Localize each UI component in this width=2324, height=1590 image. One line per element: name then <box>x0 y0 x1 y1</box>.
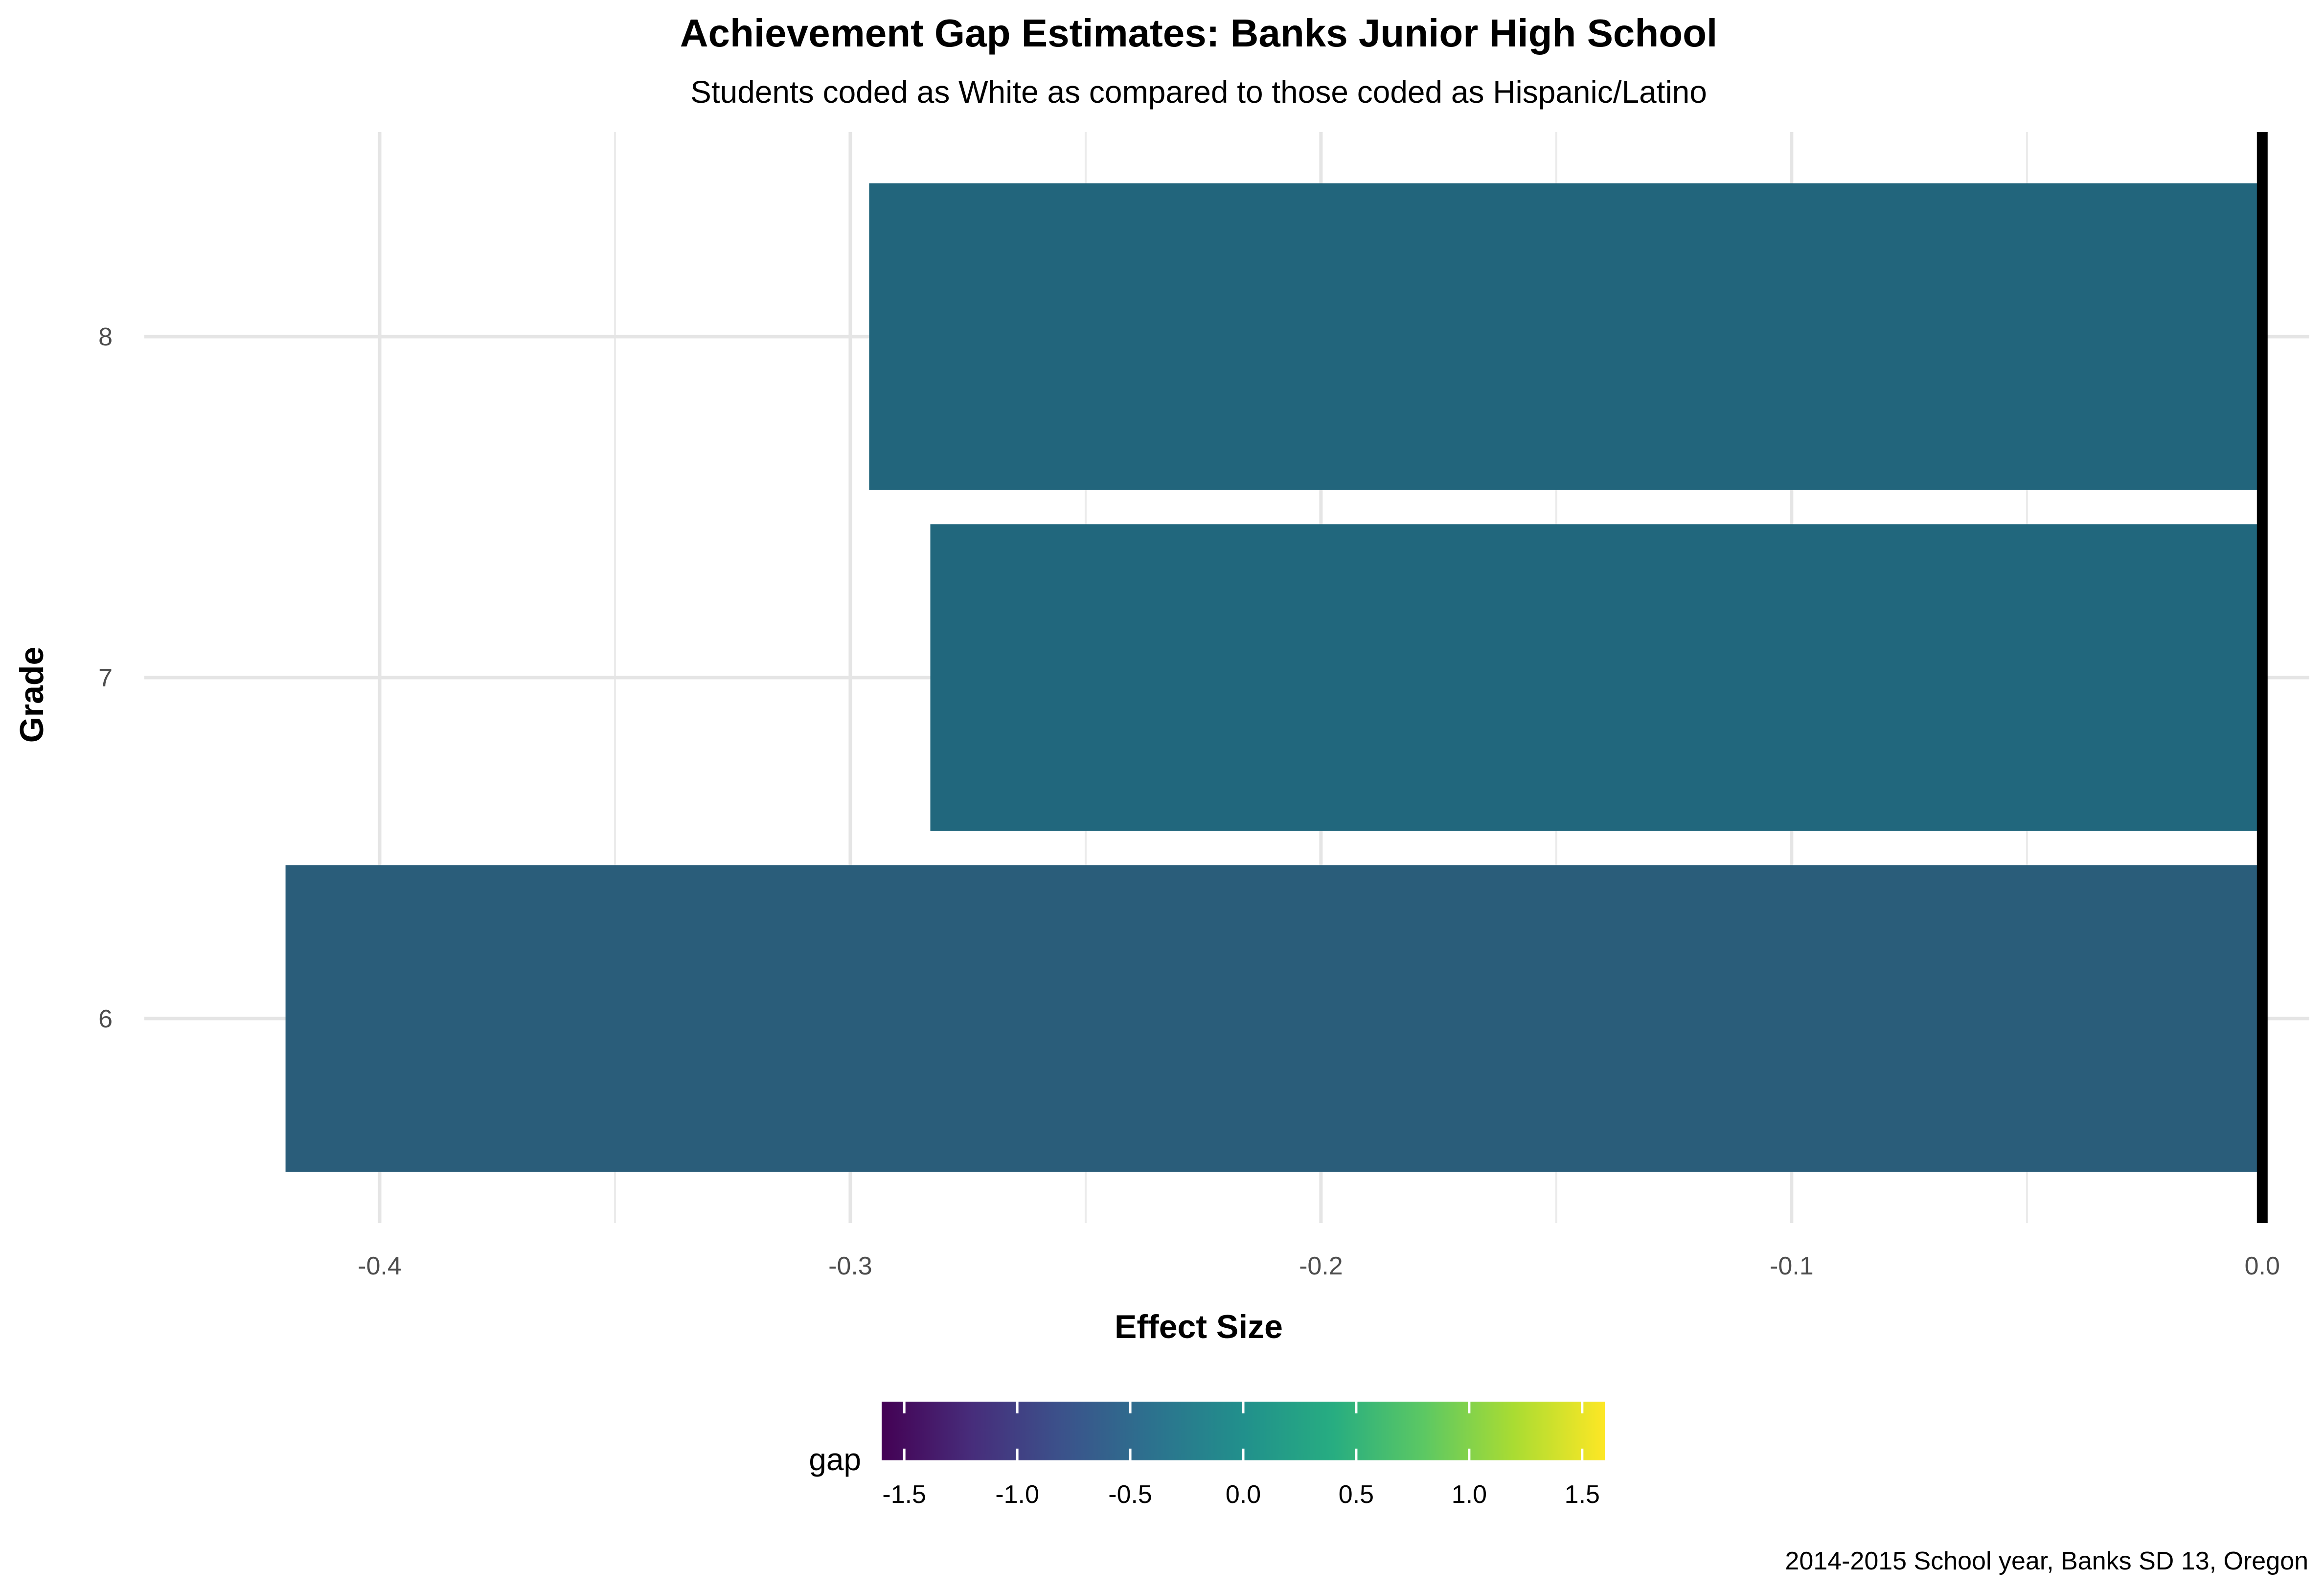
legend-tick-label: 1.5 <box>1565 1480 1600 1509</box>
x-tick-label: -0.2 <box>1299 1252 1343 1280</box>
x-tick-label: 0.0 <box>2245 1252 2280 1280</box>
x-tick-label: -0.3 <box>828 1252 872 1280</box>
bar-grade-8 <box>869 183 2262 490</box>
x-tick-labels: -0.4 -0.3 -0.2 -0.1 0.0 <box>358 1252 2280 1280</box>
color-legend: gap -1.5 -1.0 -0.5 0.0 0.5 1.0 1.5 <box>809 1402 1605 1509</box>
x-tick-label: -0.4 <box>358 1252 402 1280</box>
legend-tick-label: 1.0 <box>1452 1480 1487 1509</box>
x-tick-label: -0.1 <box>1770 1252 1814 1280</box>
y-tick-label: 7 <box>98 664 113 692</box>
y-tick-labels: 6 7 8 <box>98 323 113 1033</box>
bar-grade-7 <box>930 524 2262 831</box>
legend-tick-label: -1.0 <box>995 1480 1039 1509</box>
x-axis-label: Effect Size <box>1115 1308 1283 1345</box>
legend-title: gap <box>809 1442 861 1477</box>
bar-grade-6 <box>285 865 2262 1172</box>
legend-tick-label: -0.5 <box>1108 1480 1152 1509</box>
y-axis-label: Grade <box>13 647 50 743</box>
legend-tick-label: 0.0 <box>1226 1480 1261 1509</box>
legend-tick-label: 0.5 <box>1339 1480 1374 1509</box>
legend-ticks: -1.5 -1.0 -0.5 0.0 0.5 1.0 1.5 <box>882 1402 1600 1509</box>
y-tick-label: 8 <box>98 323 113 351</box>
bars <box>285 183 2262 1172</box>
legend-tick-label: -1.5 <box>882 1480 926 1509</box>
chart-caption: 2014-2015 School year, Banks SD 13, Oreg… <box>1785 1547 2308 1575</box>
chart-subtitle: Students coded as White as compared to t… <box>690 74 1707 110</box>
y-tick-label: 6 <box>98 1005 113 1033</box>
chart-title: Achievement Gap Estimates: Banks Junior … <box>680 11 1718 55</box>
